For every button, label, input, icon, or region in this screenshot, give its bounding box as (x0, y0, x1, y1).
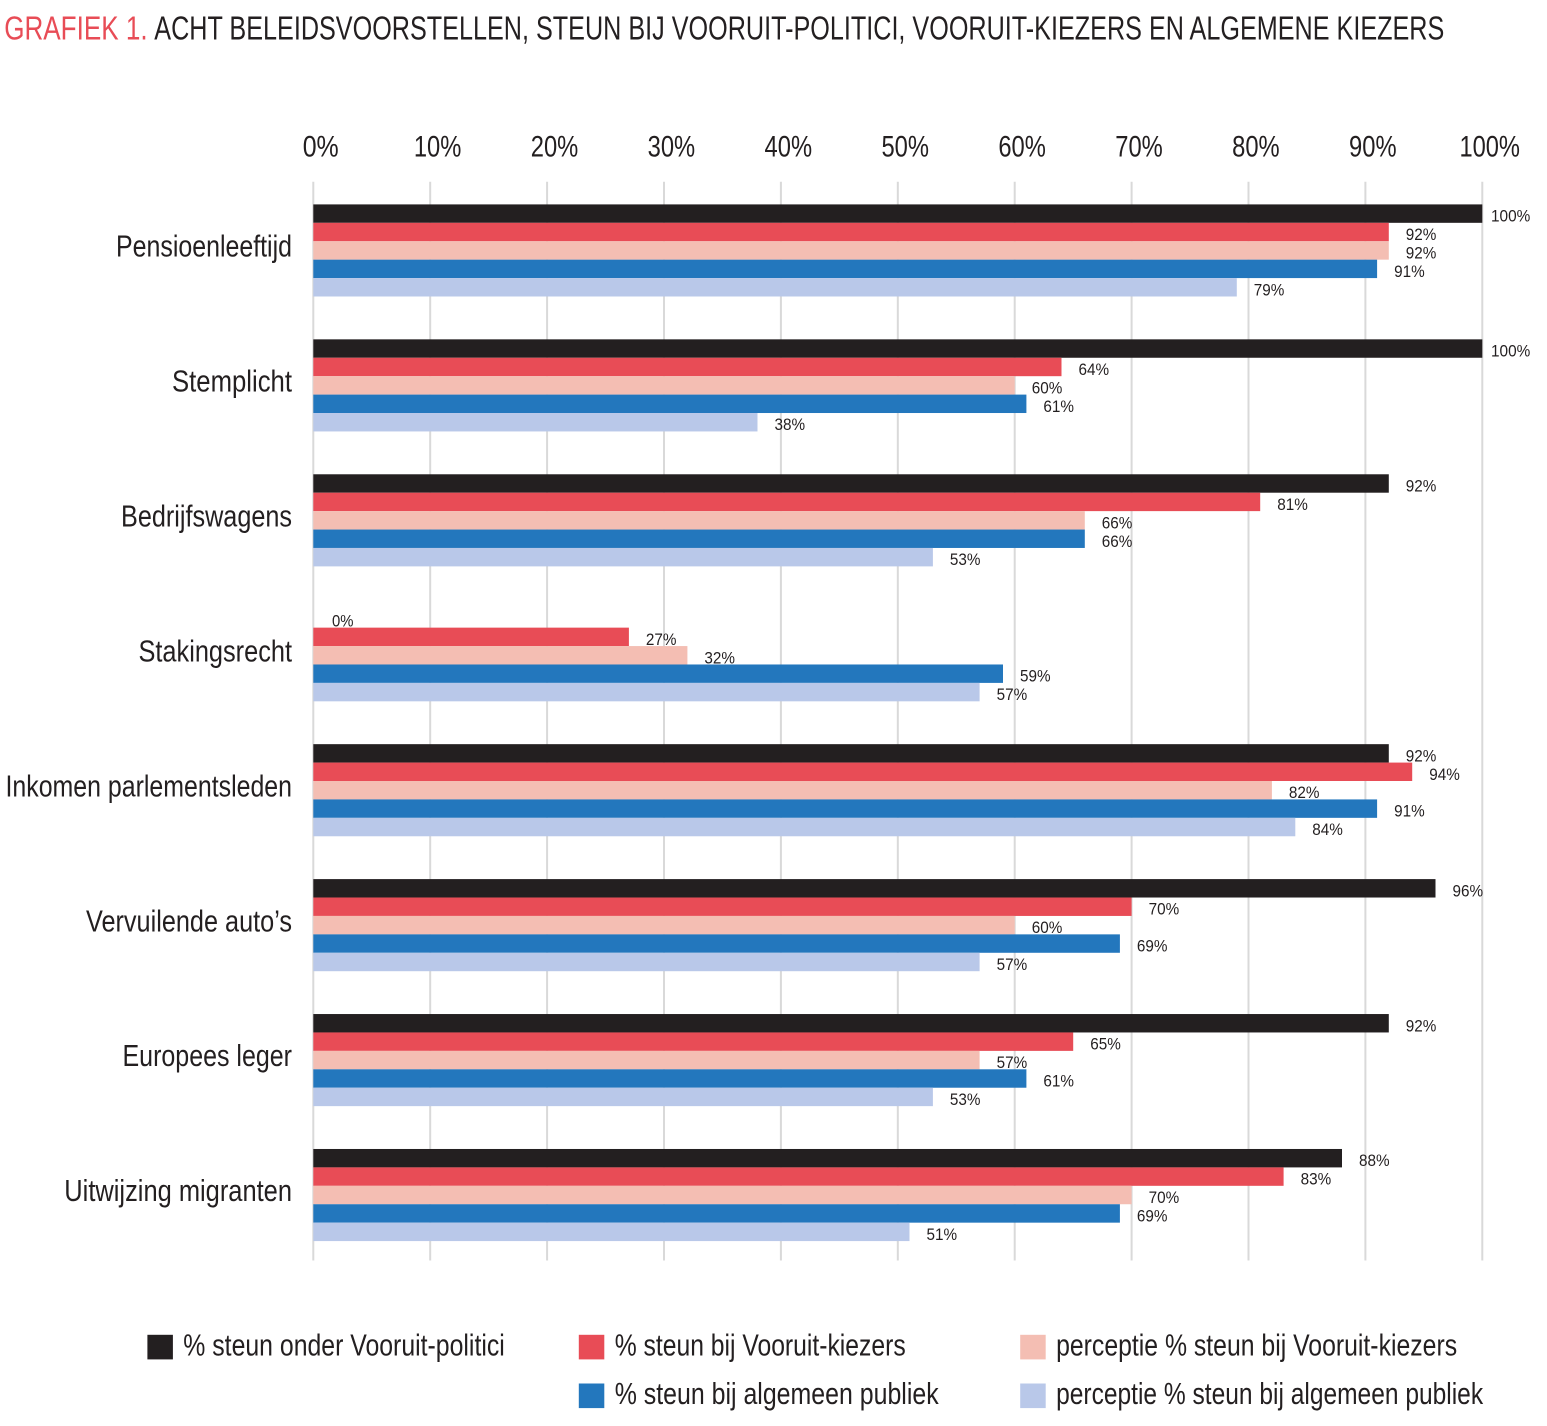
svg-text:64%: 64% (1079, 360, 1110, 379)
svg-text:0%: 0% (332, 611, 354, 630)
svg-text:70%: 70% (1149, 1188, 1180, 1207)
svg-text:38%: 38% (775, 415, 806, 434)
svg-text:60%: 60% (1032, 378, 1063, 397)
svg-text:Uitwijzing migranten: Uitwijzing migranten (64, 1173, 292, 1208)
svg-text:10%: 10% (414, 131, 462, 164)
svg-text:32%: 32% (704, 648, 735, 667)
svg-text:66%: 66% (1102, 513, 1133, 532)
svg-text:59%: 59% (1020, 667, 1051, 686)
svg-text:100%: 100% (1491, 342, 1530, 361)
svg-text:Stakingsrecht: Stakingsrecht (139, 633, 293, 668)
svg-text:0%: 0% (303, 131, 339, 164)
svg-text:83%: 83% (1301, 1170, 1332, 1189)
svg-text:70%: 70% (1149, 900, 1180, 919)
svg-text:66%: 66% (1102, 532, 1133, 551)
svg-text:Pensioenleeftijd: Pensioenleeftijd (116, 229, 292, 264)
svg-text:Stemplicht: Stemplicht (172, 364, 292, 399)
svg-text:% steun bij Vooruit-kiezers: % steun bij Vooruit-kiezers (615, 1328, 906, 1363)
svg-text:92%: 92% (1406, 746, 1437, 765)
svg-text:perceptie % steun bij Vooruit-: perceptie % steun bij Vooruit-kiezers (1056, 1328, 1457, 1363)
svg-text:69%: 69% (1137, 1207, 1168, 1226)
svg-text:92%: 92% (1406, 225, 1437, 244)
svg-text:84%: 84% (1312, 820, 1343, 839)
svg-text:82%: 82% (1289, 783, 1320, 802)
svg-text:51%: 51% (927, 1225, 958, 1244)
svg-text:61%: 61% (1043, 1072, 1074, 1091)
svg-text:57%: 57% (997, 955, 1028, 974)
svg-text:90%: 90% (1349, 131, 1397, 164)
svg-text:92%: 92% (1406, 477, 1437, 496)
svg-text:92%: 92% (1406, 1016, 1437, 1035)
svg-text:91%: 91% (1394, 802, 1425, 821)
svg-text:65%: 65% (1090, 1035, 1121, 1054)
svg-text:88%: 88% (1359, 1151, 1390, 1170)
svg-text:27%: 27% (646, 630, 677, 649)
svg-text:70%: 70% (1115, 131, 1163, 164)
svg-text:50%: 50% (881, 131, 929, 164)
svg-text:100%: 100% (1491, 207, 1530, 226)
svg-text:% steun bij algemeen publiek: % steun bij algemeen publiek (615, 1376, 939, 1411)
svg-text:94%: 94% (1429, 765, 1460, 784)
svg-text:60%: 60% (998, 131, 1046, 164)
svg-text:69%: 69% (1137, 937, 1168, 956)
svg-text:30%: 30% (648, 131, 696, 164)
svg-text:Bedrijfswagens: Bedrijfswagens (121, 499, 292, 534)
svg-text:57%: 57% (997, 1053, 1028, 1072)
svg-text:GRAFIEK 1.: GRAFIEK 1. (4, 11, 147, 48)
svg-text:79%: 79% (1254, 280, 1285, 299)
svg-text:20%: 20% (531, 131, 579, 164)
svg-text:53%: 53% (950, 1090, 981, 1109)
svg-text:80%: 80% (1232, 131, 1280, 164)
svg-text:Vervuilende auto’s: Vervuilende auto’s (86, 903, 292, 938)
svg-text:perceptie % steun bij algemeen: perceptie % steun bij algemeen publiek (1056, 1376, 1483, 1411)
svg-text:92%: 92% (1406, 244, 1437, 263)
svg-text:Europees leger: Europees leger (123, 1038, 293, 1073)
svg-text:100%: 100% (1459, 131, 1520, 164)
svg-text:61%: 61% (1043, 397, 1074, 416)
svg-text:53%: 53% (950, 550, 981, 569)
svg-text:96%: 96% (1453, 881, 1484, 900)
svg-text:Inkomen parlementsleden: Inkomen parlementsleden (6, 768, 293, 803)
svg-text:60%: 60% (1032, 918, 1063, 937)
svg-text:91%: 91% (1394, 262, 1425, 281)
svg-text:% steun onder Vooruit-politici: % steun onder Vooruit-politici (183, 1328, 505, 1363)
svg-text:81%: 81% (1277, 495, 1308, 514)
svg-text:57%: 57% (997, 685, 1028, 704)
svg-text:ACHT BELEIDSVOORSTELLEN, STEUN: ACHT BELEIDSVOORSTELLEN, STEUN BIJ VOORU… (154, 11, 1444, 48)
svg-text:40%: 40% (765, 131, 813, 164)
